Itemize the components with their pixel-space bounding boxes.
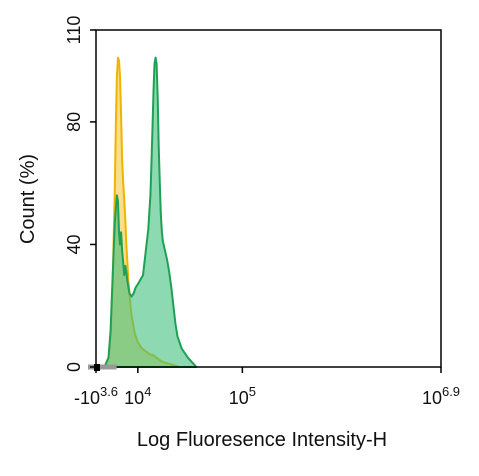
y-tick-label: 40 [64, 234, 84, 254]
x-tick-label: 105 [229, 384, 256, 408]
y-tick-label: 110 [64, 16, 84, 45]
plot-frame [95, 29, 442, 368]
y-axis-title: Count (%) [17, 154, 39, 244]
y-tick-label: 80 [64, 112, 84, 132]
y-tick-label: 0 [64, 362, 84, 372]
x-tick-label: 106.9 [422, 384, 460, 408]
x-axis-ticks: -103.6 104 105 106.9 [74, 367, 460, 408]
plot-area [95, 56, 198, 368]
x-axis-title: Log Fluoresence Intensity-H [137, 429, 387, 451]
x-tick-label: 104 [124, 384, 151, 408]
gate-origin-square [94, 364, 100, 371]
y-axis-ticks: 0 40 80 110 [64, 16, 96, 372]
x-tick-label: -103.6 [74, 384, 118, 408]
series-2-area [95, 56, 198, 368]
